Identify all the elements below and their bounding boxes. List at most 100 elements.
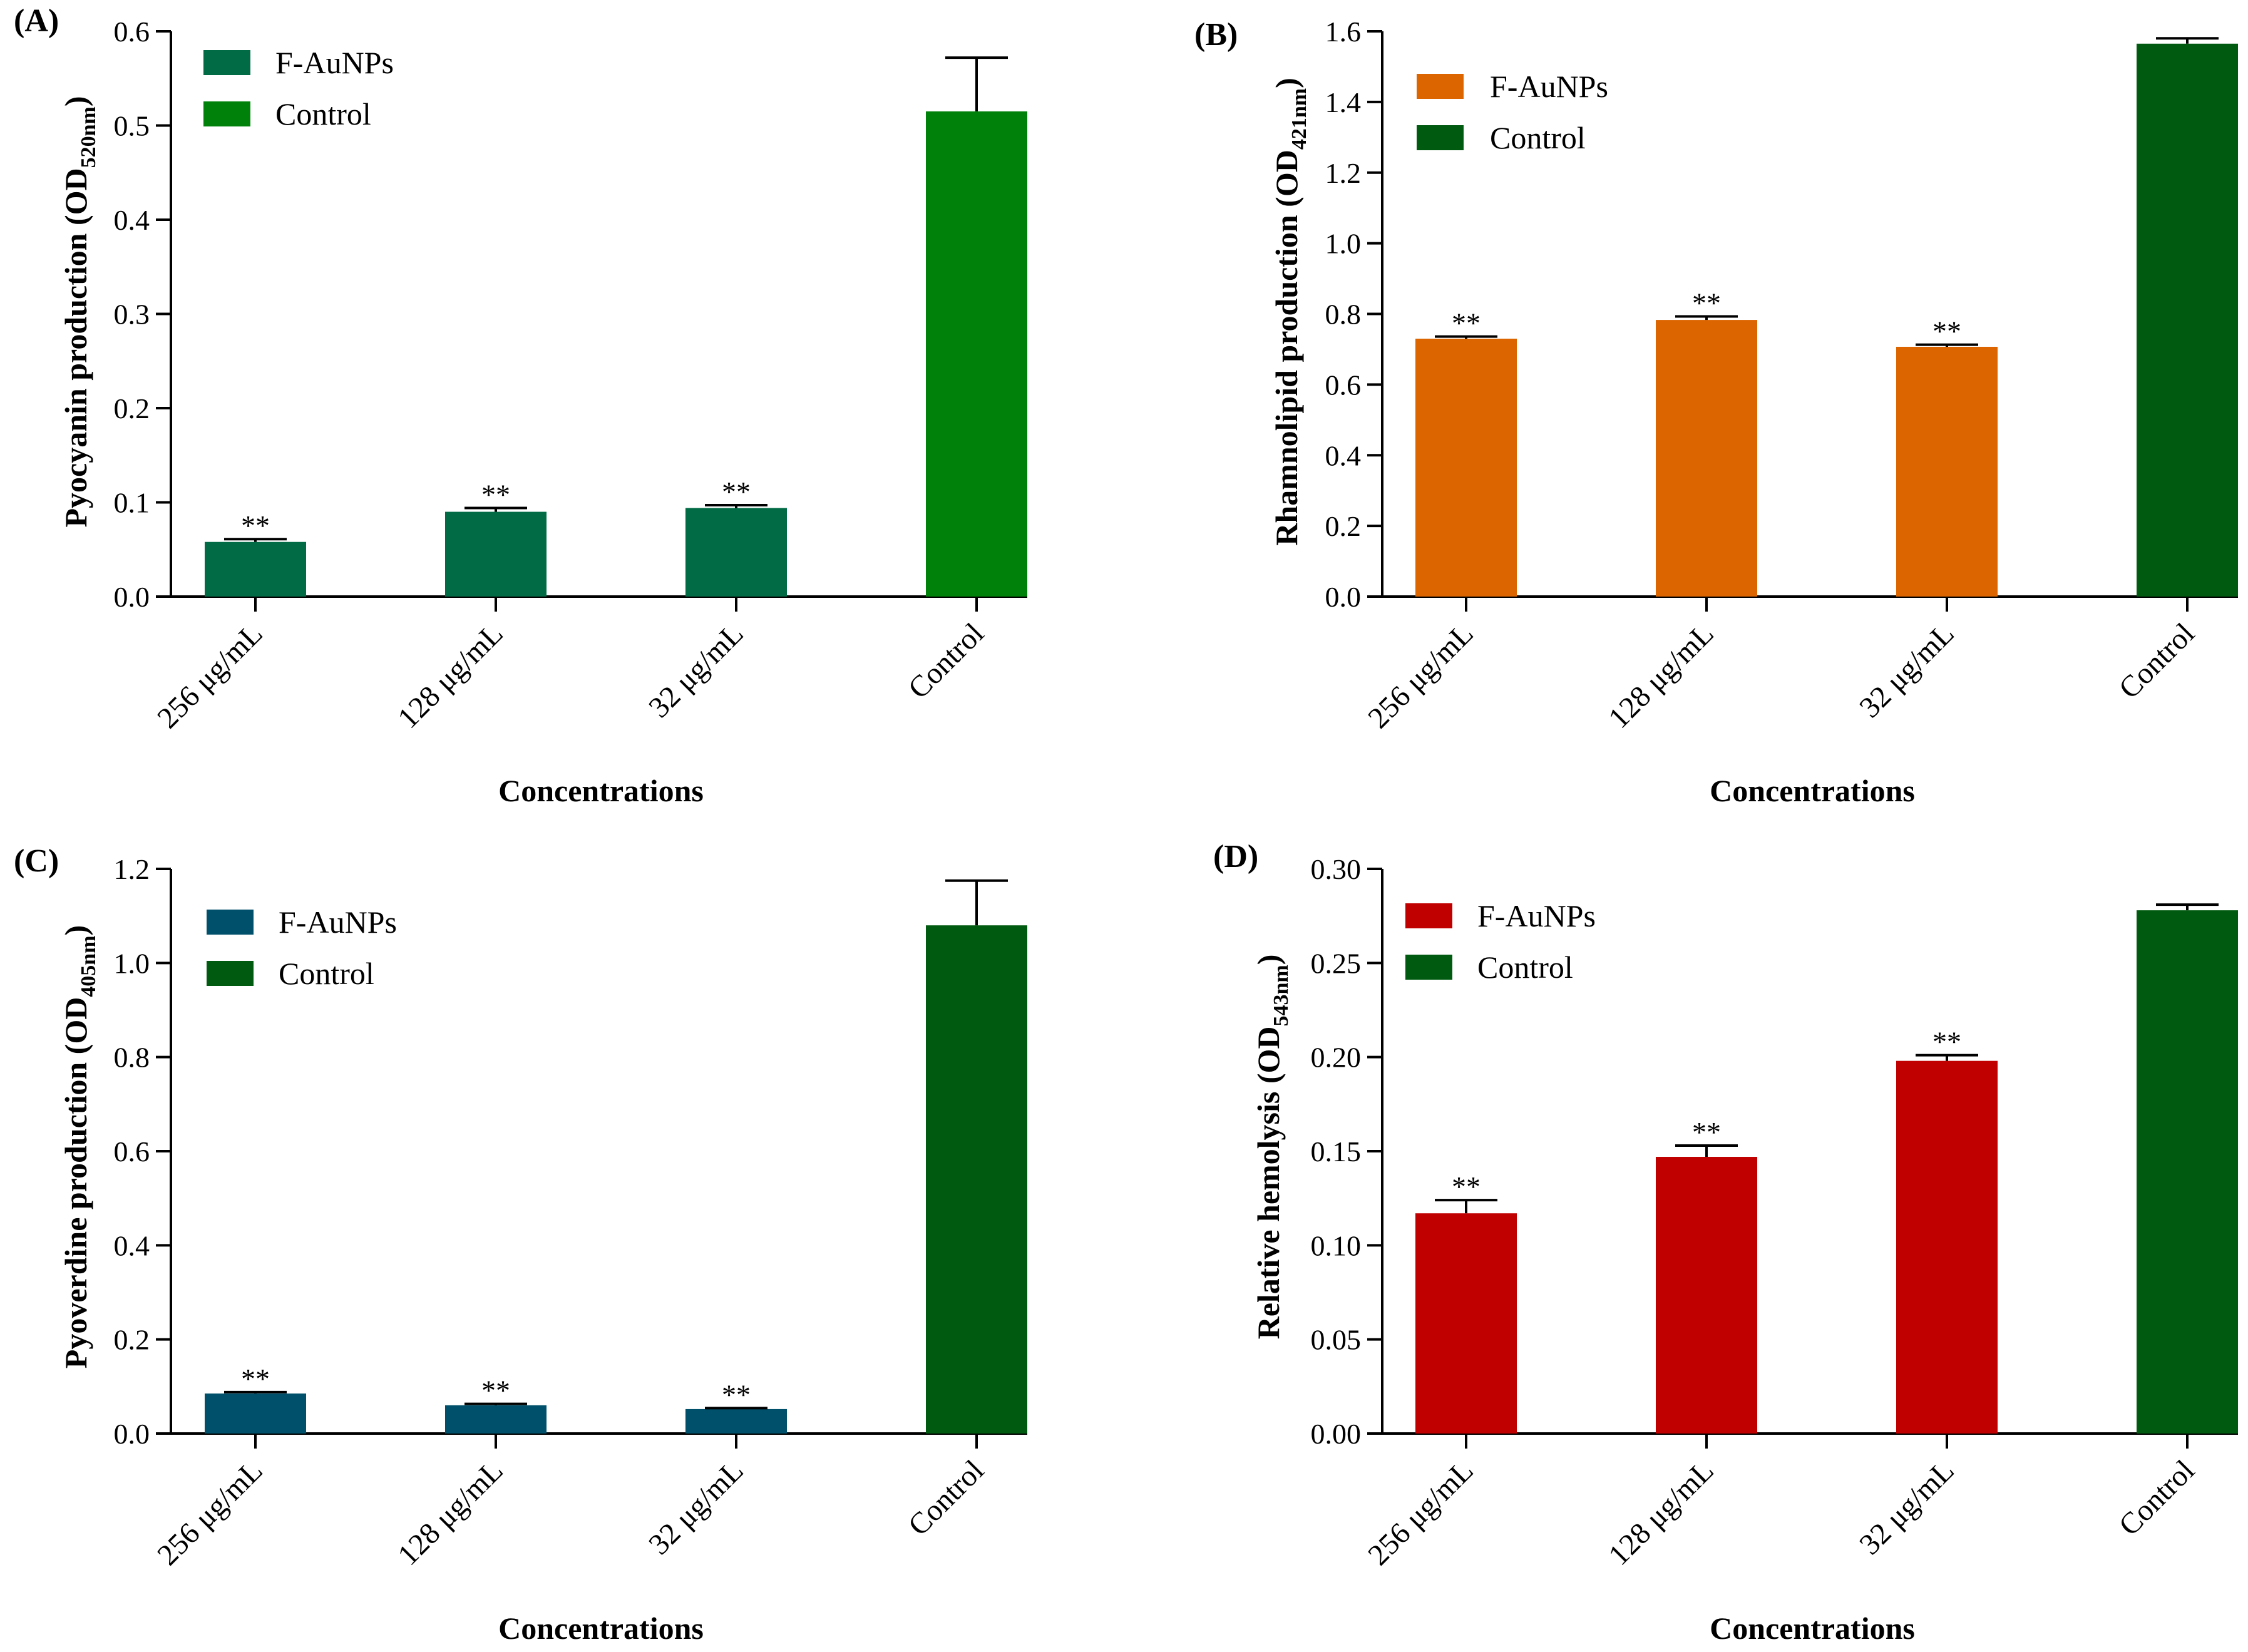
panel-b-category-label: 32 μg/mL xyxy=(1853,617,1961,724)
panel-a-y-tick-label: 0.2 xyxy=(114,392,150,424)
panel-c-significance-label: ** xyxy=(722,1378,751,1410)
panel-c-bar xyxy=(926,925,1027,1434)
panel-a-category-label: 32 μg/mL xyxy=(642,617,750,724)
panel-c-bar xyxy=(685,1408,787,1434)
panel-d-category-label: 32 μg/mL xyxy=(1853,1454,1961,1561)
panel-d-y-axis-title: Relative hemolysis (OD543nm) xyxy=(1251,955,1293,1340)
panel-b-legend-label-control: Control xyxy=(1490,120,1586,155)
panel-c-y-tick-label: 1.0 xyxy=(114,947,150,979)
panel-a-legend-swatch-control xyxy=(203,101,250,126)
panel-a-bar xyxy=(926,111,1027,597)
panel-d-legend-label-f-aunps: F-AuNPs xyxy=(1477,898,1596,933)
panel-a-bar xyxy=(685,508,787,597)
panel-b-y-tick-label: 0.6 xyxy=(1325,369,1362,401)
panel-a-legend-label-f-aunps: F-AuNPs xyxy=(275,45,394,80)
panel-d-y-tick-label: 0.30 xyxy=(1311,853,1362,885)
panel-c-category-label: Control xyxy=(902,1454,990,1542)
panel-b: (B) Concentrations Rhamnolipid productio… xyxy=(1194,16,2238,808)
panel-d-y-tick-label: 0.05 xyxy=(1311,1324,1362,1356)
panel-b-y-tick-label: 1.4 xyxy=(1325,86,1362,118)
panel-a-y-tick-label: 0.4 xyxy=(114,204,150,236)
panel-c-bar xyxy=(445,1405,547,1434)
panel-a-legend-swatch-f-aunps xyxy=(203,50,250,75)
panel-b-category-label: 256 μg/mL xyxy=(1362,617,1480,735)
panel-d-legend-label-control: Control xyxy=(1477,950,1573,985)
panel-d-y-tick-label: 0.10 xyxy=(1311,1229,1362,1261)
panel-b-bar xyxy=(1415,339,1517,597)
panel-d-bar xyxy=(2137,910,2238,1434)
panel-c-category-label: 32 μg/mL xyxy=(642,1454,750,1561)
panel-c-letter: (C) xyxy=(14,843,59,879)
panel-a-legend-label-control: Control xyxy=(275,96,371,131)
panel-a-significance-label: ** xyxy=(722,476,751,508)
panel-d-y-tick-label: 0.20 xyxy=(1311,1042,1362,1074)
panel-d-y-tick-label: 0.15 xyxy=(1311,1136,1362,1167)
panel-d-y-tick-label: 0.25 xyxy=(1311,947,1362,979)
panel-b-legend-swatch-control xyxy=(1417,125,1464,150)
panel-c-significance-label: ** xyxy=(481,1375,510,1407)
panel-c-y-tick-label: 0.6 xyxy=(114,1136,150,1167)
panel-b-significance-label: ** xyxy=(1932,316,1961,347)
panel-d: (D) Concentrations Relative hemolysis (O… xyxy=(1213,839,2238,1646)
panel-c-y-tick-label: 0.4 xyxy=(114,1229,150,1261)
panel-d-significance-label: ** xyxy=(1692,1116,1721,1148)
panel-a-x-axis-title: Concentrations xyxy=(498,773,704,808)
panel-d-letter: (D) xyxy=(1213,839,1258,875)
panel-a-y-axis-title: Pyocyanin production (OD520nm) xyxy=(58,96,100,527)
panel-d-bar xyxy=(1896,1060,1998,1434)
panel-a-category-label: 128 μg/mL xyxy=(391,617,510,735)
panel-d-category-label: 128 μg/mL xyxy=(1602,1454,1720,1572)
panel-a-significance-label: ** xyxy=(481,479,510,511)
panel-c-y-tick-label: 0.2 xyxy=(114,1324,150,1356)
panel-b-bar xyxy=(1896,346,1998,597)
panel-a-letter: (A) xyxy=(14,3,59,39)
panel-b-y-tick-label: 0.4 xyxy=(1325,439,1362,471)
panel-c-y-tick-label: 1.2 xyxy=(114,853,150,885)
panel-b-x-axis-title: Concentrations xyxy=(1710,773,1915,808)
panel-b-y-tick-label: 0.2 xyxy=(1325,510,1362,542)
panel-a-bar xyxy=(205,541,306,597)
panel-b-y-tick-label: 0.0 xyxy=(1325,581,1362,613)
panel-c-y-tick-label: 0.0 xyxy=(114,1418,150,1450)
panel-a-y-tick-label: 0.1 xyxy=(114,487,150,519)
panel-c-y-tick-label: 0.8 xyxy=(114,1042,150,1074)
panel-c-significance-label: ** xyxy=(241,1363,270,1395)
panel-a-y-tick-label: 0.6 xyxy=(114,16,150,48)
panel-b-letter: (B) xyxy=(1194,17,1238,53)
panel-c-legend-label-f-aunps: F-AuNPs xyxy=(279,905,397,940)
panel-b-legend-label-f-aunps: F-AuNPs xyxy=(1490,69,1608,104)
panel-d-legend-swatch-f-aunps xyxy=(1405,903,1452,928)
panel-b-y-tick-label: 1.2 xyxy=(1325,157,1362,189)
panel-a-category-label: 256 μg/mL xyxy=(151,617,269,735)
panel-d-bar xyxy=(1415,1213,1517,1434)
panel-d-category-label: Control xyxy=(2113,1454,2201,1542)
panel-d-x-axis-title: Concentrations xyxy=(1710,1611,1915,1646)
panel-c-bar xyxy=(205,1393,306,1434)
panel-b-category-label: 128 μg/mL xyxy=(1602,617,1720,735)
panel-b-y-tick-label: 1.0 xyxy=(1325,228,1362,260)
panel-d-legend-swatch-control xyxy=(1405,955,1452,980)
panel-a-category-label: Control xyxy=(902,617,990,705)
panel-b-y-axis-title: Rhamnolipid production (OD421nm) xyxy=(1269,78,1311,545)
panel-b-legend-swatch-f-aunps xyxy=(1417,74,1464,99)
panel-c: (C) Concentrations Pyoverdine production… xyxy=(14,843,1027,1646)
panel-c-category-label: 128 μg/mL xyxy=(391,1454,510,1572)
panel-a-y-tick-label: 0.3 xyxy=(114,299,150,331)
panel-c-x-axis-title: Concentrations xyxy=(498,1611,704,1646)
panel-b-significance-label: ** xyxy=(1452,307,1481,339)
panel-d-bar xyxy=(1656,1157,1757,1434)
panel-c-y-axis-title: Pyoverdine production (OD405nm) xyxy=(58,925,100,1368)
panel-d-y-tick-label: 0.00 xyxy=(1311,1418,1362,1450)
panel-c-category-label: 256 μg/mL xyxy=(151,1454,269,1572)
panel-b-significance-label: ** xyxy=(1692,287,1721,319)
panel-d-category-label: 256 μg/mL xyxy=(1362,1454,1480,1572)
panel-d-significance-label: ** xyxy=(1932,1026,1961,1058)
panel-a-y-tick-label: 0.0 xyxy=(114,581,150,613)
panel-b-bar xyxy=(2137,43,2238,597)
panel-c-legend-swatch-control xyxy=(207,961,254,986)
panel-b-bar xyxy=(1656,320,1757,597)
panel-d-significance-label: ** xyxy=(1452,1171,1481,1203)
panel-b-y-tick-label: 0.8 xyxy=(1325,299,1362,331)
panel-a: (A) Concentrations Pyocyanin production … xyxy=(14,3,1027,808)
